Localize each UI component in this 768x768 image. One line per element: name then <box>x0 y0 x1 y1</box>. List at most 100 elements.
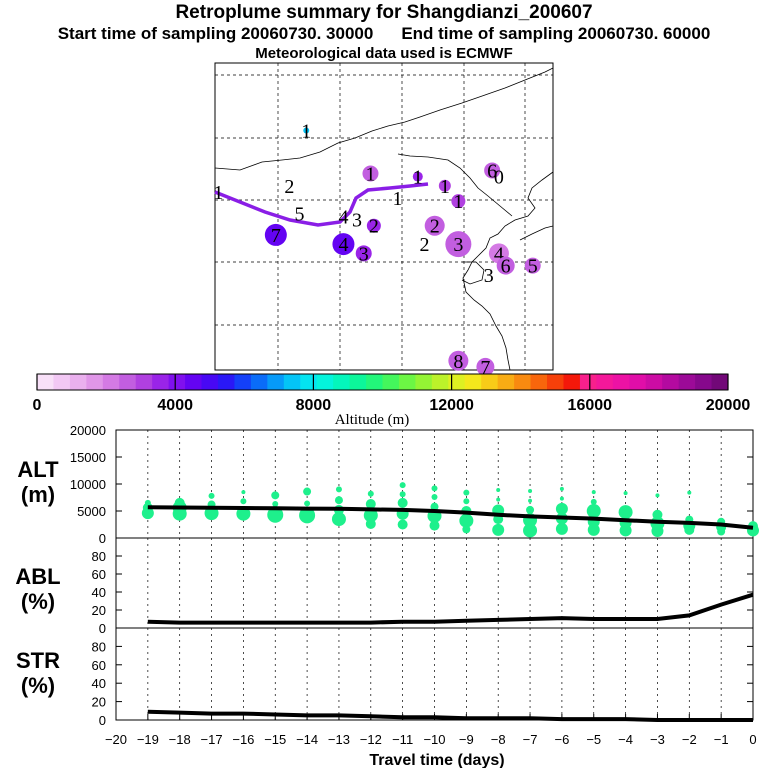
alt-cluster-point <box>586 504 601 518</box>
map-cluster-label: 4 <box>338 207 348 229</box>
y-tick-label: 0 <box>99 621 106 636</box>
y-tick-label: 20 <box>92 603 106 618</box>
str-axis-unit: (%) <box>21 673 55 698</box>
alt-cluster-point <box>492 523 505 536</box>
colorbar-swatch <box>69 374 87 390</box>
colorbar-swatch <box>695 374 713 390</box>
map-cluster-marker <box>484 162 501 179</box>
alt-cluster-point <box>587 523 600 536</box>
x-tick-label: −18 <box>169 732 191 747</box>
alt-cluster-point <box>559 496 564 501</box>
map-cluster-label: 8 <box>453 351 463 373</box>
colorbar-swatch <box>349 374 367 390</box>
x-tick-label: −8 <box>491 732 506 747</box>
colorbar-swatch <box>267 374 285 390</box>
map-cluster-marker <box>445 231 472 258</box>
colorbar-swatch <box>596 374 614 390</box>
map-cluster-marker <box>448 350 469 371</box>
map-cluster-marker <box>424 215 445 236</box>
alt-axis-label: ALT <box>17 457 59 482</box>
x-tick-label: −9 <box>459 732 474 747</box>
coastline <box>214 67 554 371</box>
map-cluster-label: 0 <box>494 167 504 189</box>
alt-cluster-point <box>429 520 440 531</box>
y-tick-label: 0 <box>99 531 106 546</box>
alt-cluster-point <box>591 490 596 495</box>
alt-cluster-point <box>240 498 247 505</box>
alt-cluster-point <box>623 491 628 496</box>
y-tick-label: 60 <box>92 567 106 582</box>
alt-cluster-point <box>267 506 284 523</box>
alt-cluster-point <box>463 498 470 505</box>
map-cluster-label: 4 <box>494 243 504 265</box>
alt-cluster-point <box>459 513 474 528</box>
x-tick-label: −15 <box>264 732 286 747</box>
map-cluster-label: 1 <box>213 182 223 204</box>
y-tick-label: 0 <box>99 713 106 728</box>
alt-cluster-point <box>717 527 726 536</box>
map-cluster-label: 1 <box>413 167 423 189</box>
alt-cluster-point <box>431 493 438 500</box>
map-cluster-label: 3 <box>359 243 369 265</box>
colorbar-swatch <box>300 374 318 390</box>
colorbar-swatch <box>382 374 400 390</box>
altitude-colorbar: 0 4000 8000 12000 16000 20000 Altitude (m) <box>33 373 750 428</box>
map-cluster-label: 1 <box>440 176 450 198</box>
alt-cluster-point <box>335 486 342 493</box>
y-tick-label: 15000 <box>70 450 106 465</box>
map-cluster-label: 1 <box>365 164 375 186</box>
alt-cluster-point <box>365 498 376 509</box>
alt-cluster-point <box>523 523 538 538</box>
str-line <box>147 709 753 722</box>
start-time-label: Start time of sampling 20060730. 30000 <box>57 24 374 43</box>
map-cluster-marker <box>438 179 451 192</box>
alt-cluster-point <box>526 505 535 514</box>
alt-cluster-point <box>687 490 692 495</box>
y-tick-label: 20000 <box>70 423 106 438</box>
met-data-label: Meteorological data used is ECMWF <box>255 45 513 62</box>
alt-cluster-point <box>397 497 408 508</box>
alt-cluster-point <box>619 524 632 537</box>
alt-cluster-point <box>555 502 568 515</box>
colorbar-swatch <box>563 374 581 390</box>
colorbar-tick-label: 12000 <box>429 397 474 414</box>
map-cluster-marker <box>362 165 379 182</box>
colorbar-label: Altitude (m) <box>335 412 410 428</box>
colorbar-swatch <box>612 374 630 390</box>
colorbar-swatch <box>514 374 532 390</box>
colorbar-swatch <box>678 374 696 390</box>
alt-cluster-point <box>271 491 280 500</box>
colorbar-swatch <box>333 374 351 390</box>
x-tick-label: −20 <box>105 732 127 747</box>
colorbar-swatch <box>316 374 334 390</box>
x-tick-label: −11 <box>392 732 413 747</box>
alt-cluster-point <box>331 512 346 527</box>
map-cluster-marker <box>366 218 381 233</box>
alt-cluster-point <box>334 496 343 505</box>
map-cluster-marker <box>451 194 466 209</box>
abl-line <box>147 592 754 625</box>
alt-cluster-point <box>684 524 695 535</box>
alt-cluster-point <box>365 518 376 529</box>
colorbar-swatch <box>645 374 663 390</box>
colorbar-swatch <box>415 374 433 390</box>
map-cluster-label: 7 <box>271 225 281 247</box>
map-cluster-marker <box>496 256 515 275</box>
colorbar-tick-label: 4000 <box>157 397 193 414</box>
alt-cluster-point <box>241 490 246 495</box>
alt-mean-line <box>147 505 754 530</box>
map-cluster-label: 1 <box>453 191 463 213</box>
x-tick-label: −1 <box>714 732 729 747</box>
colorbar-swatch <box>448 374 466 390</box>
map-cluster-label: 2 <box>284 176 294 198</box>
alt-axis-unit: (m) <box>21 482 55 507</box>
map-cluster-marker <box>303 127 310 134</box>
x-tick-label: −14 <box>296 732 318 747</box>
colorbar-swatch <box>398 374 416 390</box>
colorbar-swatch <box>217 374 235 390</box>
colorbar-tick-label: 8000 <box>296 397 332 414</box>
colorbar-swatch <box>135 374 153 390</box>
x-tick-label: −10 <box>423 732 445 747</box>
